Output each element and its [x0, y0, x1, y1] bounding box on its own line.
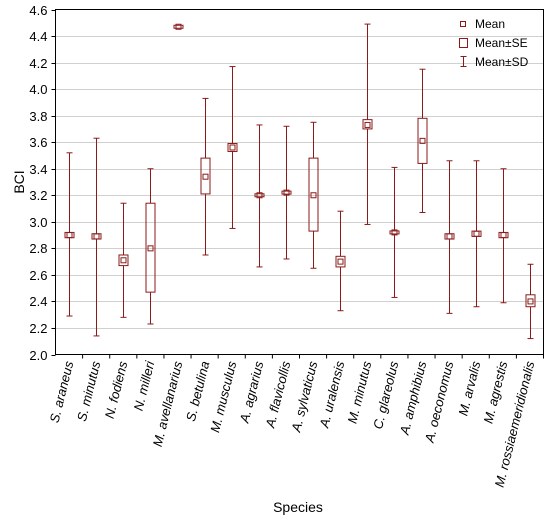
se-box: [471, 230, 482, 237]
species-label: A. agrarius: [236, 359, 266, 425]
mean-marker: [93, 233, 100, 240]
y-tick-label: 3.8: [29, 109, 47, 124]
y-tick-label: 4.0: [29, 82, 47, 97]
species-group: [444, 160, 455, 314]
mean-marker: [66, 232, 73, 239]
plot-frame: [55, 9, 544, 355]
mean-marker: [229, 144, 236, 151]
y-tick-label: 2.8: [29, 241, 47, 256]
mean-marker: [256, 192, 263, 199]
species-group: [471, 160, 482, 308]
species-group: [145, 168, 156, 325]
y-tick-label: 3.0: [29, 215, 47, 230]
mean-marker: [500, 232, 507, 239]
mean-marker: [202, 173, 209, 180]
species-group: [227, 66, 238, 229]
mean-marker: [419, 137, 426, 144]
se-box: [308, 157, 319, 232]
se-box: [145, 202, 156, 293]
species-group: [389, 166, 400, 298]
species-label: M. arvalis: [455, 359, 483, 417]
mean-marker: [337, 258, 344, 265]
species-label: A. sylvaticus: [288, 359, 320, 434]
species-group: [335, 210, 346, 312]
se-box: [91, 233, 102, 240]
species-group: [118, 202, 129, 318]
y-axis-ticks: 2.0 2.2 2.4 2.6 2.8 3.0 3.2 3.4 3.6 3.8 4.0 4.2 4.4 4…: [29, 3, 56, 363]
species-group: [417, 68, 428, 214]
se-box: [417, 117, 428, 164]
se-box: [444, 233, 455, 240]
se-box: [118, 254, 129, 267]
legend-label-mean: Mean: [475, 17, 505, 31]
species-label: S. araneus: [47, 359, 77, 424]
legend-label-sd: Mean±SD: [475, 55, 529, 69]
mean-marker: [147, 245, 154, 252]
x-axis-title: Species: [273, 499, 323, 515]
data-marks: [64, 23, 536, 340]
species-label: A. uralensis: [316, 359, 347, 430]
se-box: [362, 119, 373, 130]
y-tick-label: 2.4: [29, 294, 47, 309]
species-group: [64, 152, 75, 317]
legend-se-marker: [459, 38, 468, 48]
mean-marker: [364, 121, 371, 128]
legend-mean-marker: [460, 21, 466, 27]
y-tick-label: 3.6: [29, 135, 47, 150]
species-group: [173, 23, 184, 30]
species-group: [254, 124, 265, 268]
y-axis-title: BCI: [11, 170, 27, 193]
species-label: S. betulina: [183, 360, 212, 423]
mean-marker: [310, 192, 317, 199]
species-group: [308, 121, 319, 269]
se-box: [525, 294, 536, 308]
se-box: [335, 255, 346, 268]
species-label: S. minutus: [74, 359, 104, 423]
species-label: N. fodiens: [102, 359, 131, 420]
species-group: [281, 125, 292, 260]
species-group: [498, 168, 509, 304]
se-box: [254, 193, 265, 198]
y-tick-label: 2.2: [29, 321, 47, 336]
se-box: [498, 231, 509, 239]
y-tick-label: 4.2: [29, 56, 47, 71]
y-tick-label: 2.6: [29, 268, 47, 283]
legend-sd-marker: [460, 56, 467, 67]
se-box: [227, 143, 238, 152]
species-label: M. musculus: [207, 359, 239, 434]
legend: Mean Mean±SE Mean±SD: [459, 17, 529, 69]
species-group: [525, 263, 536, 340]
mean-marker: [391, 229, 398, 236]
species-label: M. minutus: [344, 359, 374, 425]
species-group: [362, 23, 373, 225]
se-box: [64, 231, 75, 239]
mean-marker: [446, 233, 453, 240]
se-box: [281, 190, 292, 195]
mean-marker: [283, 189, 290, 196]
species-label: C. glareolus: [370, 359, 401, 430]
grid-lines: [55, 36, 544, 329]
legend-label-se: Mean±SE: [475, 36, 528, 50]
mean-marker: [120, 257, 127, 264]
y-tick-label: 3.2: [29, 188, 47, 203]
species-label: M. agrestis: [480, 359, 510, 425]
se-box: [200, 157, 211, 195]
mean-marker: [527, 298, 534, 305]
se-box: [389, 230, 400, 235]
mean-marker: [175, 23, 182, 30]
y-tick-label: 3.4: [29, 162, 47, 177]
species-label: N. milleri: [131, 359, 158, 413]
y-tick-label: 4.6: [29, 3, 47, 18]
y-tick-label: 4.4: [29, 29, 47, 44]
species-group: [91, 137, 102, 337]
species-group: [200, 97, 211, 256]
y-tick-label: 2.0: [29, 348, 47, 363]
species-label: A. flavicollis: [262, 359, 293, 430]
se-box: [173, 24, 184, 29]
mean-marker: [473, 230, 480, 237]
